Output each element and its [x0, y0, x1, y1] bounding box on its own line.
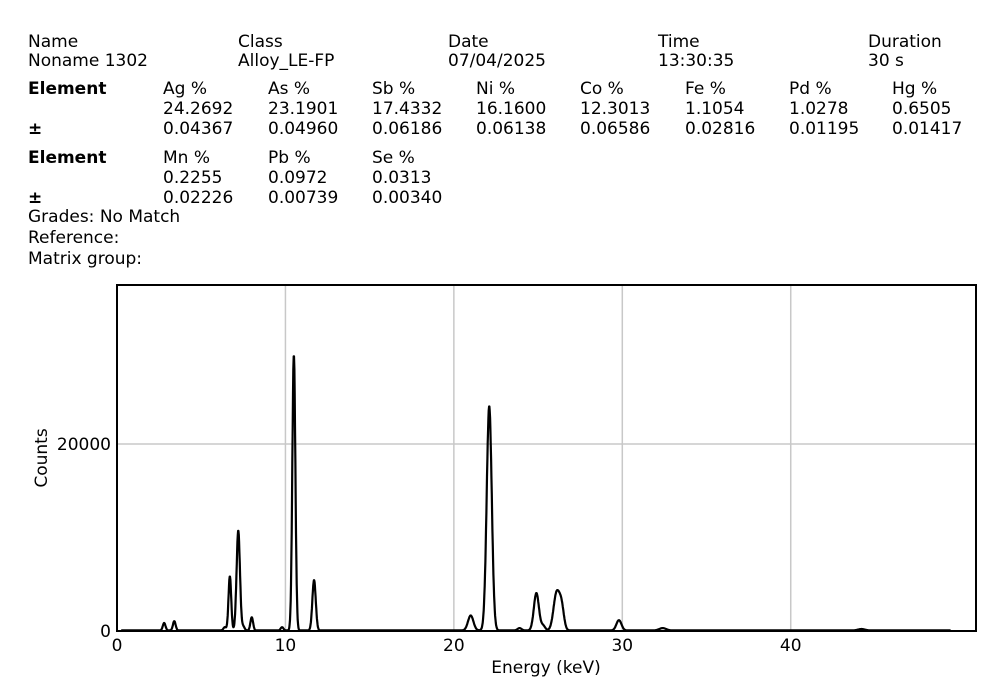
name-value: Noname 1302 [28, 51, 148, 71]
grades-text: Grades: No Match [28, 207, 181, 227]
element-value: 12.3013 [580, 99, 651, 119]
x-tick-label: 20 [443, 636, 465, 656]
x-axis-label: Energy (keV) [491, 658, 601, 678]
element-error: 0.01417 [892, 119, 963, 139]
spectrum-line [120, 355, 952, 632]
element-name: Ag % [163, 79, 207, 99]
element-value: 0.6505 [892, 99, 952, 119]
y-tick-label: 0 [100, 622, 111, 642]
element-name: Pd % [789, 79, 832, 99]
element-error: 0.02226 [163, 188, 234, 208]
element-name: Hg % [892, 79, 938, 99]
x-tick-label: 10 [275, 636, 297, 656]
reference-text: Reference: [28, 228, 120, 248]
element-name: Co % [580, 79, 624, 99]
duration-value: 30 s [868, 51, 904, 71]
class-label: Class [238, 32, 283, 52]
x-tick-label: 40 [780, 636, 802, 656]
element-value: 1.1054 [685, 99, 745, 119]
element-name: Fe % [685, 79, 726, 99]
y-axis-label: Counts [32, 428, 52, 487]
element-error: 0.06138 [476, 119, 547, 139]
element-heading-2: Element [28, 148, 107, 168]
y-axis-ticks: 0 20000 [57, 435, 111, 642]
time-value: 13:30:35 [658, 51, 735, 71]
x-axis-ticks: 0 10 20 30 40 [112, 636, 802, 656]
element-value: 0.0313 [372, 168, 432, 188]
matrix-group-text: Matrix group: [28, 249, 143, 269]
element-value: 17.4332 [372, 99, 443, 119]
element-value: 0.2255 [163, 168, 223, 188]
element-name: Pb % [268, 148, 311, 168]
element-name: As % [268, 79, 311, 99]
error-symbol-1: ± [28, 119, 43, 139]
element-value: 0.0972 [268, 168, 328, 188]
class-value: Alloy_LE-FP [238, 51, 335, 71]
element-value: 1.0278 [789, 99, 849, 119]
element-error: 0.01195 [789, 119, 860, 139]
time-label: Time [658, 32, 700, 52]
x-tick-label: 30 [611, 636, 633, 656]
element-value: 16.1600 [476, 99, 547, 119]
element-name: Ni % [476, 79, 515, 99]
element-error: 0.00340 [372, 188, 443, 208]
name-label: Name [28, 32, 79, 52]
element-value: 23.1901 [268, 99, 339, 119]
date-value: 07/04/2025 [448, 51, 546, 71]
plot-frame [116, 284, 977, 632]
element-name: Se % [372, 148, 415, 168]
y-tick-label: 20000 [57, 435, 111, 455]
date-label: Date [448, 32, 489, 52]
x-tick-label: 0 [112, 636, 123, 656]
chart-grid [117, 285, 976, 631]
element-error: 0.00739 [268, 188, 339, 208]
element-error: 0.06186 [372, 119, 443, 139]
element-error: 0.02816 [685, 119, 756, 139]
element-error: 0.06586 [580, 119, 651, 139]
element-error: 0.04367 [163, 119, 234, 139]
duration-label: Duration [868, 32, 942, 52]
element-heading-1: Element [28, 79, 107, 99]
element-value: 24.2692 [163, 99, 234, 119]
error-symbol-2: ± [28, 188, 43, 208]
element-name: Sb % [372, 79, 416, 99]
element-name: Mn % [163, 148, 210, 168]
element-error: 0.04960 [268, 119, 339, 139]
